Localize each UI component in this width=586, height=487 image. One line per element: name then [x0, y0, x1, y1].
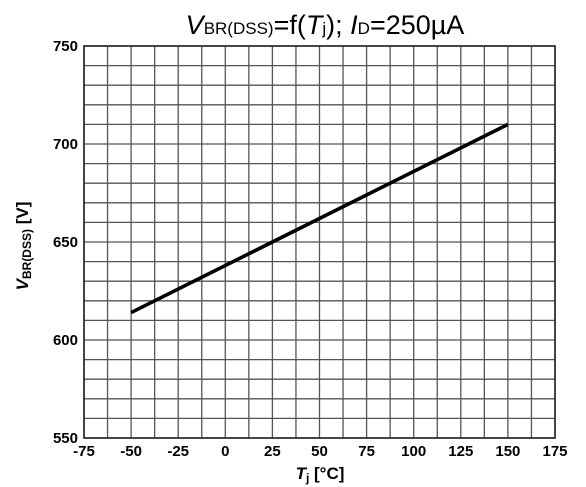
x-tick-label: 125 — [448, 443, 473, 460]
x-tick-label: -25 — [167, 443, 189, 460]
y-tick-label: 750 — [53, 38, 78, 55]
y-tick-label: 650 — [53, 234, 78, 251]
y-tick-label: 700 — [53, 136, 78, 153]
y-tick-labels: 550 600 650 700 750 — [53, 38, 78, 447]
x-axis-label: Tj [°C] — [296, 464, 345, 485]
series-line — [130, 122, 509, 315]
x-tick-label: 50 — [311, 443, 328, 460]
x-tick-labels: -75 -50 -25 0 25 50 75 100 125 150 175 — [73, 443, 567, 460]
grid — [83, 45, 556, 439]
plot-frame — [83, 45, 556, 439]
series-layer — [130, 122, 509, 315]
y-tick-label: 600 — [53, 332, 78, 349]
x-tick-label: 175 — [542, 443, 567, 460]
x-tick-label: 150 — [495, 443, 520, 460]
y-axis-label: VBR(DSS) [V] — [13, 202, 34, 291]
x-tick-label: 0 — [221, 443, 229, 460]
x-tick-label: -75 — [73, 443, 95, 460]
y-tick-label: 550 — [53, 430, 78, 447]
x-tick-label: 100 — [401, 443, 426, 460]
x-tick-label: 25 — [264, 443, 281, 460]
x-tick-label: -50 — [120, 443, 142, 460]
x-tick-label: 75 — [358, 443, 375, 460]
chart-title: VBR(DSS)=f(Tj); ID=250µA — [186, 10, 465, 40]
